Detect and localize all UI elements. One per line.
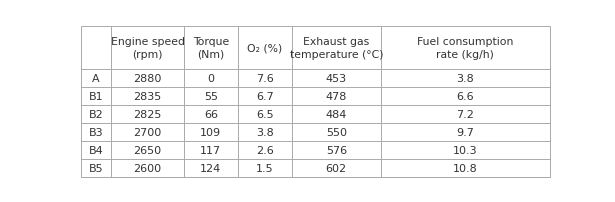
Text: Engine speed
(rpm): Engine speed (rpm) [111,37,184,59]
Text: 7.2: 7.2 [456,109,474,120]
Text: Fuel consumption
rate (kg/h): Fuel consumption rate (kg/h) [417,37,514,59]
Text: 3.8: 3.8 [456,74,474,84]
Text: 2880: 2880 [133,74,162,84]
Text: 3.8: 3.8 [256,127,274,138]
Text: 55: 55 [204,92,218,102]
Text: 1.5: 1.5 [256,163,274,174]
Text: 10.3: 10.3 [453,145,478,156]
Text: 109: 109 [200,127,221,138]
Text: B2: B2 [89,109,103,120]
Text: B1: B1 [89,92,103,102]
Text: 0: 0 [207,74,215,84]
Text: B5: B5 [89,163,103,174]
Text: 6.7: 6.7 [256,92,274,102]
Text: 576: 576 [326,145,347,156]
Text: 124: 124 [200,163,221,174]
Text: 2650: 2650 [133,145,162,156]
Text: 6.6: 6.6 [456,92,474,102]
Text: 117: 117 [200,145,221,156]
Text: B3: B3 [89,127,103,138]
Text: 478: 478 [325,92,347,102]
Text: Exhaust gas
temperature (°C): Exhaust gas temperature (°C) [290,37,383,59]
Text: A: A [92,74,100,84]
Text: Torque
(Nm): Torque (Nm) [192,37,229,59]
Text: 453: 453 [326,74,347,84]
Text: O₂ (%): O₂ (%) [247,43,282,53]
Text: 484: 484 [325,109,347,120]
Text: 9.7: 9.7 [456,127,474,138]
Text: 6.5: 6.5 [256,109,274,120]
Text: 2.6: 2.6 [256,145,274,156]
Text: 2600: 2600 [133,163,162,174]
Text: 10.8: 10.8 [453,163,478,174]
Text: 7.6: 7.6 [256,74,274,84]
Text: 2825: 2825 [133,109,162,120]
Text: 550: 550 [326,127,347,138]
Text: 602: 602 [326,163,347,174]
Text: 2700: 2700 [133,127,162,138]
Text: B4: B4 [89,145,103,156]
Text: 2835: 2835 [133,92,162,102]
Text: 66: 66 [204,109,218,120]
